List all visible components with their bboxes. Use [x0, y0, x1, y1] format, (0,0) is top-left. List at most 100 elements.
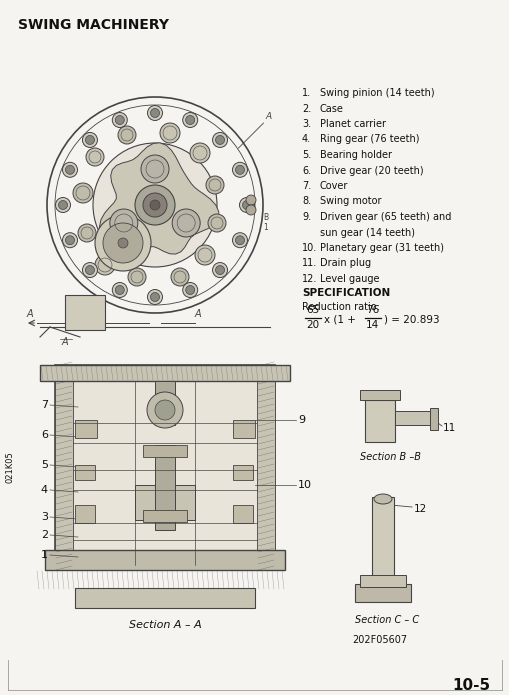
Text: 10-5: 10-5 — [451, 678, 489, 693]
Text: SPECIFICATION: SPECIFICATION — [301, 288, 389, 298]
Circle shape — [208, 214, 225, 232]
Circle shape — [190, 143, 210, 163]
Text: Level gauge: Level gauge — [319, 274, 379, 284]
Text: Section C – C: Section C – C — [354, 615, 418, 625]
Bar — [75, 465, 95, 480]
Text: 65: 65 — [305, 305, 319, 315]
Text: A: A — [194, 309, 201, 319]
Circle shape — [150, 200, 160, 210]
Text: Swing motor: Swing motor — [319, 197, 381, 206]
Circle shape — [235, 165, 244, 174]
Circle shape — [109, 209, 137, 237]
Bar — [233, 465, 252, 480]
Text: 11.: 11. — [301, 259, 317, 268]
Circle shape — [232, 163, 247, 177]
Circle shape — [95, 255, 115, 275]
Circle shape — [95, 215, 151, 271]
Bar — [394, 411, 429, 425]
Circle shape — [112, 282, 127, 297]
Circle shape — [155, 400, 175, 420]
Circle shape — [115, 286, 124, 295]
Text: A: A — [265, 112, 271, 121]
Text: 14: 14 — [365, 320, 379, 330]
Text: 9.: 9. — [301, 212, 310, 222]
Circle shape — [239, 197, 254, 213]
Circle shape — [235, 236, 244, 245]
Bar — [65, 295, 105, 330]
Circle shape — [115, 115, 124, 124]
Bar — [40, 365, 290, 381]
Text: 3.: 3. — [301, 119, 310, 129]
Circle shape — [172, 209, 200, 237]
Text: 10: 10 — [297, 480, 312, 490]
Circle shape — [112, 113, 127, 127]
Text: 7.: 7. — [301, 181, 310, 191]
Text: 5.: 5. — [301, 150, 310, 160]
Text: 2: 2 — [41, 530, 48, 540]
Text: Swing pinion (14 teeth): Swing pinion (14 teeth) — [319, 88, 434, 98]
Bar — [75, 588, 254, 608]
Text: 021K05: 021K05 — [6, 451, 14, 483]
Text: 3: 3 — [41, 512, 48, 522]
Text: Reduction ratio:: Reduction ratio: — [301, 302, 379, 312]
Ellipse shape — [373, 494, 391, 504]
Text: ) = 20.893: ) = 20.893 — [383, 314, 439, 324]
Polygon shape — [99, 142, 218, 254]
Circle shape — [93, 143, 216, 267]
Text: 1.: 1. — [301, 88, 310, 98]
Text: 202F05607: 202F05607 — [352, 635, 407, 645]
Text: sun gear (14 teeth): sun gear (14 teeth) — [319, 227, 414, 238]
Circle shape — [86, 265, 94, 275]
Bar — [257, 365, 274, 570]
Text: 11: 11 — [442, 423, 456, 433]
Bar — [45, 550, 285, 570]
Circle shape — [140, 155, 168, 183]
Text: A: A — [62, 337, 68, 347]
Bar — [429, 408, 437, 430]
Text: Planet carrier: Planet carrier — [319, 119, 385, 129]
Text: 6: 6 — [41, 430, 48, 440]
Circle shape — [185, 286, 194, 295]
Text: Drain plug: Drain plug — [319, 259, 371, 268]
Text: 8.: 8. — [301, 197, 310, 206]
Circle shape — [182, 282, 197, 297]
Text: 1: 1 — [263, 222, 267, 231]
Circle shape — [63, 163, 77, 177]
Text: A: A — [26, 309, 33, 319]
Bar — [135, 485, 194, 520]
Bar — [155, 381, 175, 425]
Circle shape — [147, 392, 183, 428]
Circle shape — [215, 136, 224, 145]
Text: B: B — [263, 213, 268, 222]
Text: 7: 7 — [41, 400, 48, 410]
Circle shape — [63, 233, 77, 247]
Bar — [233, 420, 254, 438]
Text: Bearing holder: Bearing holder — [319, 150, 391, 160]
Circle shape — [118, 126, 136, 144]
Circle shape — [245, 195, 256, 205]
Bar — [364, 400, 394, 442]
Text: 4: 4 — [41, 485, 48, 495]
Circle shape — [212, 133, 227, 147]
Circle shape — [212, 263, 227, 277]
Bar — [359, 575, 405, 587]
Text: 12: 12 — [413, 504, 427, 514]
Text: 12.: 12. — [301, 274, 317, 284]
Circle shape — [86, 148, 104, 166]
Circle shape — [82, 133, 97, 147]
Text: 9: 9 — [297, 415, 304, 425]
Circle shape — [232, 233, 247, 247]
Bar — [55, 365, 274, 570]
Text: 5: 5 — [41, 460, 48, 470]
Circle shape — [82, 263, 97, 277]
Text: Section B –B: Section B –B — [359, 452, 420, 462]
Bar — [143, 445, 187, 457]
Text: Planetary gear (31 teeth): Planetary gear (31 teeth) — [319, 243, 443, 253]
Circle shape — [147, 290, 162, 304]
Circle shape — [150, 108, 159, 117]
Bar — [75, 420, 97, 438]
Circle shape — [182, 113, 197, 127]
Circle shape — [143, 193, 166, 217]
Text: Cover: Cover — [319, 181, 348, 191]
Text: 4.: 4. — [301, 135, 310, 145]
